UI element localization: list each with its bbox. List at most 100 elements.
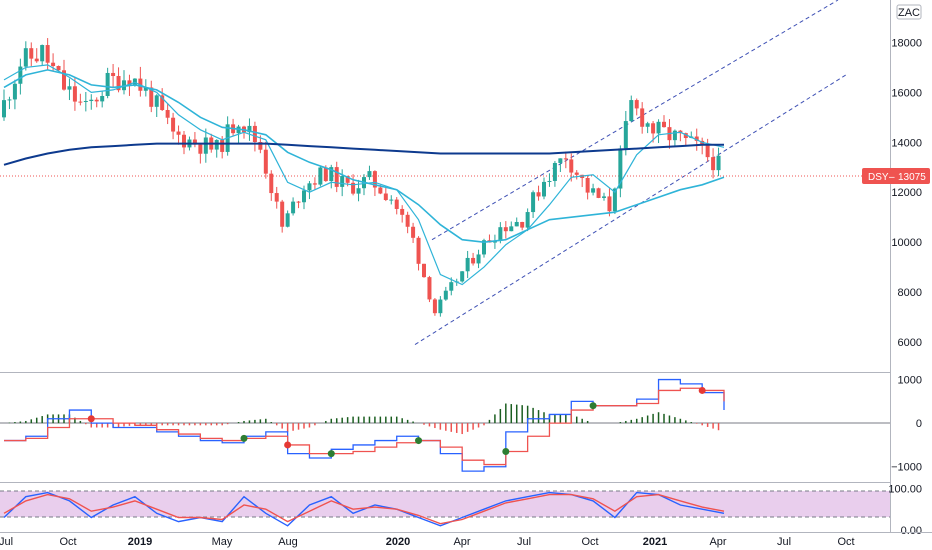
candle-body bbox=[18, 66, 23, 84]
candle-body bbox=[705, 144, 710, 158]
candle-body bbox=[427, 277, 432, 300]
candle-body bbox=[127, 80, 132, 86]
macd-cross-marker bbox=[284, 441, 292, 449]
candle-body bbox=[389, 199, 394, 201]
candle-body bbox=[460, 271, 465, 282]
candle-body bbox=[482, 240, 486, 255]
candle-body bbox=[203, 137, 208, 154]
macd-pane[interactable] bbox=[0, 378, 890, 483]
candle-body bbox=[694, 136, 699, 141]
candle-body bbox=[422, 263, 426, 278]
time-tick-label: Jul bbox=[777, 536, 791, 548]
candle-body bbox=[45, 45, 50, 63]
stoch-pane[interactable] bbox=[0, 490, 890, 527]
macd-cross-marker bbox=[698, 386, 706, 394]
candle-body bbox=[182, 134, 186, 148]
signal-line bbox=[4, 387, 725, 466]
candle-body bbox=[252, 125, 257, 143]
candle-body bbox=[83, 101, 88, 103]
candle-body bbox=[405, 214, 410, 227]
candle-body bbox=[367, 171, 372, 178]
time-tick-label: May bbox=[212, 536, 233, 548]
candle-body bbox=[2, 100, 6, 118]
candle-body bbox=[378, 187, 383, 194]
macd-axis-ticks: −1000 0 1000 bbox=[891, 375, 922, 474]
candle-body bbox=[345, 176, 350, 183]
candle-body bbox=[334, 167, 339, 187]
candle-body bbox=[329, 167, 334, 182]
candle-body bbox=[34, 58, 39, 62]
candle-body bbox=[711, 157, 716, 171]
candle-body bbox=[122, 80, 126, 91]
time-axis[interactable]: Jul Oct 2019 May Aug 2020 Apr Jul Oct 2021 Apr Jul O… bbox=[0, 532, 932, 549]
candle-body bbox=[307, 183, 312, 191]
candle-body bbox=[400, 208, 405, 215]
candle-body bbox=[143, 87, 148, 91]
candle-body bbox=[662, 121, 666, 128]
candle-body bbox=[192, 139, 197, 145]
last-price-ticker: DSY bbox=[868, 172, 889, 183]
stoch-axis-ticks: 0.00 100.00 bbox=[888, 483, 922, 537]
last-price-value: 13075 bbox=[898, 172, 926, 183]
candle-body bbox=[531, 192, 536, 213]
candle-body bbox=[274, 193, 279, 202]
candle-body bbox=[40, 45, 45, 62]
moving-average-long-line bbox=[3, 142, 724, 166]
macd-line bbox=[4, 378, 725, 472]
price-tick-label: 16000 bbox=[891, 87, 922, 99]
candle-body bbox=[509, 226, 514, 232]
last-price-tag-bg bbox=[862, 168, 930, 184]
candle-body bbox=[498, 227, 503, 241]
candle-body bbox=[503, 227, 508, 232]
candle-body bbox=[198, 144, 203, 154]
currency-badge bbox=[896, 4, 922, 20]
candle-body bbox=[525, 212, 530, 228]
time-tick-label: Apr bbox=[709, 536, 726, 548]
candle-body bbox=[536, 192, 541, 197]
price-tick-label: 14000 bbox=[891, 137, 922, 149]
stoch-tick-label: 100.00 bbox=[888, 483, 922, 495]
time-tick-label: Oct bbox=[581, 536, 598, 548]
price-tick-label: 6000 bbox=[898, 337, 922, 349]
candle-body bbox=[623, 121, 628, 149]
candle-body bbox=[514, 221, 519, 227]
candle-body bbox=[154, 95, 159, 107]
time-axis-ticks: Jul Oct 2019 May Aug 2020 Apr Jul Oct 2021 Apr Jul O… bbox=[0, 536, 855, 548]
candle-body bbox=[585, 178, 590, 193]
macd-cross-marker bbox=[327, 450, 335, 458]
candle-body bbox=[51, 62, 56, 67]
candle-body bbox=[171, 117, 176, 132]
candle-body bbox=[465, 257, 470, 272]
candle-body bbox=[176, 131, 181, 135]
candle-body bbox=[263, 149, 268, 174]
candle-body bbox=[656, 121, 661, 134]
candle-body bbox=[56, 66, 61, 71]
time-tick-label: Jul bbox=[0, 536, 13, 548]
time-tick-label: Apr bbox=[453, 536, 470, 548]
candle-body bbox=[552, 162, 557, 181]
candle-body bbox=[247, 125, 252, 133]
candle-body bbox=[449, 282, 454, 291]
macd-cross-marker bbox=[240, 434, 248, 442]
candle-body bbox=[7, 99, 12, 101]
candle-body bbox=[569, 159, 574, 173]
candle-body bbox=[683, 133, 688, 139]
candle-body bbox=[634, 100, 639, 109]
time-tick-label: Jul bbox=[517, 536, 531, 548]
candle-body bbox=[351, 182, 356, 194]
candle-body bbox=[116, 76, 121, 91]
candle-body bbox=[89, 99, 94, 102]
macd-cross-marker bbox=[502, 447, 510, 455]
candle-body bbox=[591, 188, 596, 193]
candle-body bbox=[269, 173, 274, 194]
candle-body bbox=[258, 142, 263, 150]
candlestick-series bbox=[2, 38, 721, 317]
trend-channel[interactable] bbox=[414, 0, 847, 345]
price-pane[interactable] bbox=[0, 0, 890, 373]
candle-body bbox=[394, 199, 399, 209]
stoch-band bbox=[0, 491, 890, 517]
time-tick-label: Oct bbox=[59, 536, 76, 548]
candle-body bbox=[323, 167, 328, 182]
